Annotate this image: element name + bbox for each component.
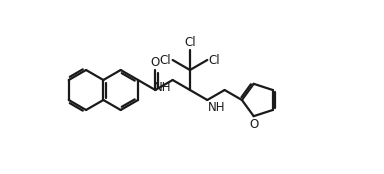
Text: NH: NH <box>208 101 226 114</box>
Text: O: O <box>249 118 258 131</box>
Text: Cl: Cl <box>184 35 196 49</box>
Text: Cl: Cl <box>209 53 220 66</box>
Text: O: O <box>151 56 160 69</box>
Text: Cl: Cl <box>159 53 171 66</box>
Text: NH: NH <box>154 81 172 94</box>
